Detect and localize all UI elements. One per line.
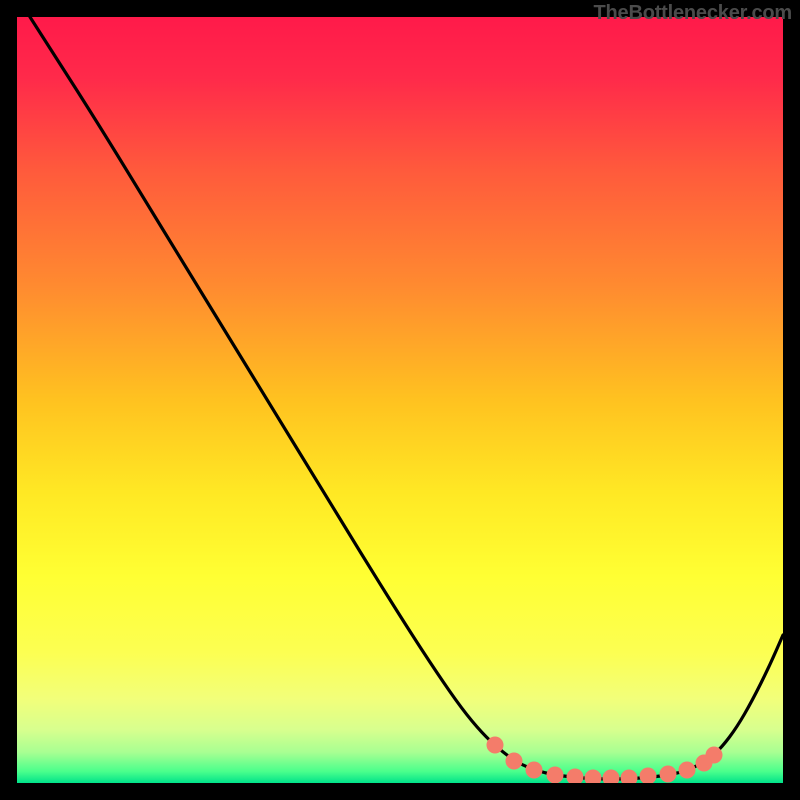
chart-outer-frame: TheBottlenecker.com xyxy=(0,0,800,800)
plot-area xyxy=(17,17,783,783)
gradient-background xyxy=(17,17,783,783)
watermark-text: TheBottlenecker.com xyxy=(594,2,793,25)
